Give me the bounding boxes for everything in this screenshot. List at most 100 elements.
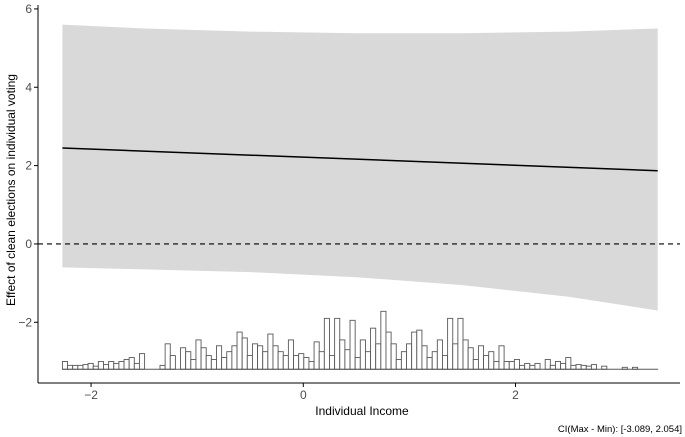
histogram-bar — [138, 353, 146, 370]
y-tick-label: 0 — [25, 237, 32, 251]
histogram-bar — [354, 357, 361, 370]
histogram-bar — [318, 351, 325, 370]
histogram-bar — [313, 341, 320, 370]
confidence-band-layer — [62, 24, 658, 311]
histogram-bar — [231, 345, 238, 370]
histogram-layer — [61, 310, 659, 370]
histogram-bar — [108, 361, 115, 370]
histogram-bar — [436, 339, 443, 370]
histogram-bar — [359, 339, 366, 370]
histogram-bar — [375, 343, 382, 370]
histogram-bar — [77, 364, 84, 370]
histogram-bar — [339, 339, 346, 370]
histogram-bar — [565, 357, 572, 370]
histogram-bar — [282, 355, 289, 370]
histogram-bar — [406, 343, 413, 370]
histogram-bar — [262, 351, 269, 370]
histogram-bar — [580, 364, 587, 370]
histogram-bar — [488, 351, 495, 370]
histogram-bar — [210, 359, 217, 370]
histogram-bar — [241, 337, 248, 370]
histogram-bar — [272, 345, 279, 370]
histogram-bar — [457, 317, 464, 370]
histogram-bar — [303, 357, 310, 370]
histogram-bar — [498, 345, 505, 370]
histogram-bar — [560, 362, 567, 370]
histogram-bar — [555, 361, 562, 370]
histogram-bar — [483, 355, 490, 370]
histogram-bar — [395, 359, 402, 370]
histogram-bar — [103, 364, 110, 370]
histogram-bar — [508, 361, 515, 370]
histogram-bar — [329, 355, 336, 370]
y-tick-label: 4 — [25, 80, 32, 94]
histogram-bar — [519, 364, 526, 370]
histogram-bar — [421, 345, 428, 370]
histogram-bar — [257, 345, 264, 370]
histogram-bar — [277, 351, 284, 370]
histogram-bar — [416, 329, 423, 370]
histogram-bar — [447, 317, 454, 370]
x-axis-title: Individual Income — [315, 404, 409, 418]
histogram-bar — [200, 347, 207, 370]
histogram-bar — [380, 310, 387, 370]
histogram-bar — [400, 351, 407, 370]
histogram-bar — [221, 357, 228, 370]
histogram-bar — [503, 361, 510, 370]
histogram-bar — [226, 351, 233, 370]
histogram-bar — [169, 355, 176, 370]
histogram-bar — [575, 364, 582, 370]
x-tick-label: 0 — [300, 388, 307, 402]
y-axis-title: Effect of clean elections on individual … — [4, 74, 18, 306]
histogram-bar — [298, 353, 305, 370]
histogram-bar — [477, 345, 485, 370]
histogram-bar — [308, 361, 315, 370]
histogram-bar — [180, 347, 187, 370]
histogram-bar — [529, 364, 536, 370]
y-tick-label: −2 — [18, 315, 32, 329]
x-tick-label: −2 — [84, 388, 98, 402]
histogram-bar — [364, 351, 372, 370]
histogram-bar — [61, 361, 68, 370]
histogram-bar — [97, 361, 104, 370]
histogram-bar — [67, 364, 74, 370]
histogram-bar — [216, 345, 223, 370]
histogram-bar — [334, 317, 341, 370]
histogram-bar — [323, 317, 330, 370]
histogram-bar — [159, 364, 166, 370]
histogram-bar — [442, 355, 449, 370]
histogram-bar — [293, 355, 300, 370]
histogram-bar — [185, 351, 192, 370]
histogram-bar — [72, 364, 79, 370]
confidence-band — [62, 24, 658, 311]
marginal-effect-line — [62, 147, 658, 172]
line-layer — [38, 147, 680, 245]
histogram-bar — [344, 349, 351, 370]
histogram-bar — [431, 351, 438, 370]
histogram-bar — [349, 319, 356, 370]
y-tick-label: 6 — [25, 2, 32, 16]
histogram-bar — [370, 327, 377, 370]
histogram-bar — [385, 331, 392, 370]
histogram-bar — [462, 339, 469, 370]
histogram-bar — [236, 331, 243, 370]
histogram-bar — [251, 343, 259, 370]
histogram-bar — [549, 364, 556, 370]
histogram-bar — [472, 359, 479, 370]
x-tick-label: 2 — [512, 388, 519, 402]
histogram-bar — [113, 362, 120, 370]
histogram-bar — [467, 347, 474, 370]
histogram-bar — [128, 357, 135, 370]
histogram-bar — [195, 339, 202, 370]
histogram-bar — [590, 364, 597, 370]
histogram-bar — [411, 331, 418, 370]
histogram-bar — [87, 362, 94, 370]
histogram-bar — [426, 357, 433, 370]
histogram-bar — [287, 339, 294, 370]
histogram-bar — [123, 359, 130, 370]
chart-caption: CI(Max - Min): [-3.089, 2.054] — [558, 424, 682, 435]
histogram-bar — [246, 355, 253, 370]
y-tick-label: 2 — [25, 159, 32, 173]
histogram-bar — [133, 362, 140, 370]
